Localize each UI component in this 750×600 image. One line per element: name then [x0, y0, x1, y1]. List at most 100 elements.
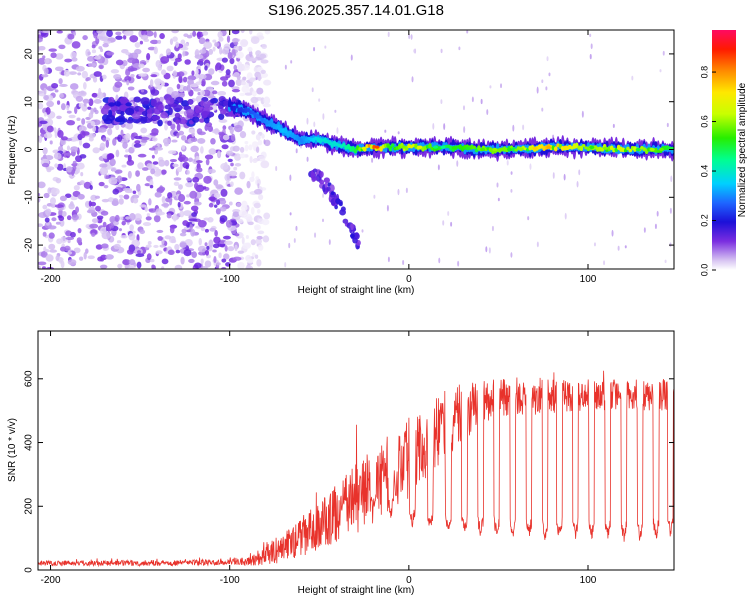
noise-blob [239, 146, 245, 153]
noise-blob [255, 146, 260, 153]
noise-blob [94, 55, 101, 60]
noise-blob [46, 125, 54, 133]
ridge-segment [244, 107, 248, 114]
noise-blob [161, 69, 167, 76]
noise-speck [397, 131, 400, 135]
noise-blob [191, 70, 195, 76]
noise-blob [158, 186, 166, 192]
noise-blob [122, 259, 131, 266]
noise-speck [440, 48, 443, 54]
snr-panel: -200 -100 0 100 0 200 400 600 Height of straigh… [7, 330, 675, 596]
noise-blob [48, 243, 56, 250]
branch-blob [349, 233, 355, 238]
noise-blob [251, 252, 256, 258]
noise-blob [207, 125, 214, 132]
noise-blob [207, 217, 214, 223]
noise-blob [196, 31, 201, 40]
band-blob [160, 111, 169, 119]
noise-speck [334, 109, 337, 113]
ridge-peak [649, 147, 655, 152]
noise-blob [60, 260, 65, 269]
noise-speck [456, 160, 459, 167]
noise-speck [545, 86, 548, 91]
noise-blob [155, 250, 163, 255]
noise-blob [42, 231, 47, 237]
noise-blob [145, 216, 152, 221]
noise-blob [251, 171, 255, 179]
noise-blob [204, 260, 212, 268]
noise-blob [101, 198, 110, 203]
noise-blob [101, 231, 111, 240]
noise-blob [113, 74, 122, 80]
noise-blob [128, 233, 136, 241]
noise-blob [253, 202, 261, 209]
noise-blob [204, 65, 208, 71]
noise-blob [161, 203, 170, 207]
noise-blob [82, 82, 87, 90]
noise-blob [226, 150, 234, 156]
noise-blob [212, 46, 216, 52]
noise-speck [670, 175, 673, 183]
noise-speck [373, 194, 376, 199]
ridge-segment [318, 137, 323, 144]
noise-speck [485, 246, 488, 253]
noise-blob [38, 192, 41, 197]
noise-speck [536, 86, 539, 94]
noise-blob [178, 151, 183, 157]
noise-blob [91, 218, 99, 223]
band-blob [102, 105, 111, 110]
noise-blob [219, 206, 227, 212]
noise-speck [669, 207, 672, 214]
band-blob [164, 104, 172, 110]
ridge-segment [290, 132, 295, 136]
noise-blob [126, 159, 135, 166]
noise-blob [43, 67, 49, 75]
noise-blob [208, 48, 214, 55]
noise-blob [185, 164, 189, 170]
noise-speck [411, 76, 414, 83]
noise-blob [88, 112, 94, 119]
noise-blob [138, 73, 148, 77]
noise-blob [75, 206, 80, 214]
noise-blob [219, 199, 227, 205]
noise-blob [231, 48, 236, 55]
noise-blob [191, 212, 198, 217]
noise-blob [258, 194, 264, 201]
noise-blob [44, 217, 50, 223]
noise-blob [43, 87, 47, 95]
noise-blob [127, 57, 136, 64]
noise-blob [207, 169, 216, 174]
colorbar-ticks: 0.0 0.2 0.4 0.6 0.8 [699, 66, 716, 276]
noise-blob [231, 86, 240, 91]
noise-blob [140, 139, 148, 143]
noise-blob [204, 228, 209, 233]
branch-blob [339, 209, 346, 216]
noise-blob [48, 48, 57, 52]
noise-blob [200, 227, 205, 232]
branch-blob [311, 176, 318, 181]
noise-blob [99, 258, 104, 262]
noise-blob [262, 235, 270, 243]
noise-blob [135, 170, 140, 177]
noise-blob [82, 142, 91, 149]
noise-blob [108, 177, 118, 185]
noise-speck [643, 227, 646, 233]
noise-speck [546, 56, 549, 62]
noise-blob [231, 30, 240, 35]
band-blob [146, 109, 153, 114]
noise-blob [53, 152, 62, 160]
noise-blob [198, 237, 203, 246]
noise-speck [654, 223, 657, 229]
noise-speck [387, 256, 390, 263]
noise-blob [106, 30, 113, 38]
noise-speck [590, 43, 593, 50]
snr-line [38, 370, 674, 568]
noise-blob [56, 115, 62, 120]
branch-blob [319, 171, 324, 178]
noise-blob [153, 31, 157, 38]
noise-speck [576, 181, 579, 188]
noise-blob [256, 209, 261, 214]
noise-blob [59, 246, 67, 252]
noise-blob [142, 67, 151, 73]
noise-blob [82, 35, 88, 41]
